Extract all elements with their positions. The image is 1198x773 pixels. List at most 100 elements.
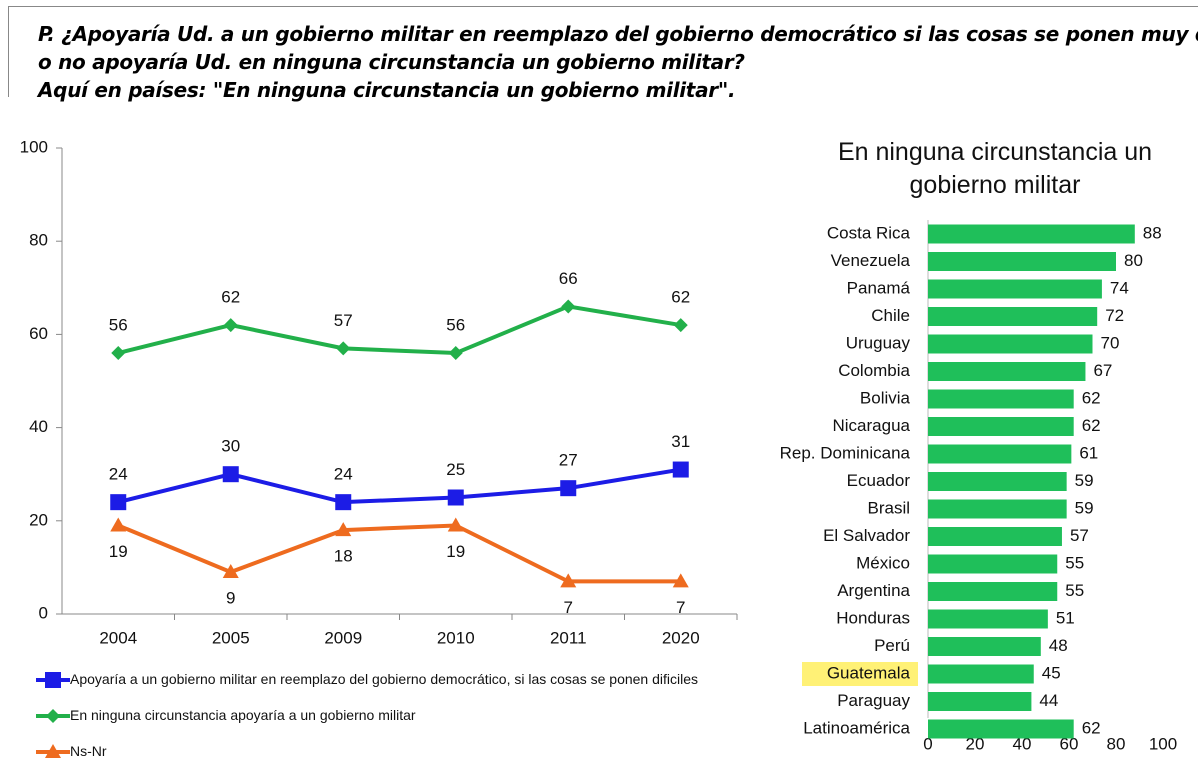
y-tick-label: 20 (29, 510, 48, 529)
category-label: Panamá (847, 278, 911, 297)
x-tick-label: 0 (923, 734, 932, 753)
data-label: 19 (446, 542, 465, 561)
bar (928, 582, 1058, 601)
data-label: 56 (446, 316, 465, 335)
x-tick-label: 2009 (324, 628, 362, 647)
marker (673, 318, 688, 333)
bar (928, 362, 1086, 381)
data-label: 59 (1075, 498, 1094, 517)
data-label: 48 (1049, 636, 1068, 655)
category-label: Rep. Dominicana (780, 443, 911, 462)
category-label: Perú (874, 636, 910, 655)
y-tick-label: 60 (29, 324, 48, 343)
bar-title: En ninguna circunstancia un gobierno mil… (837, 138, 1153, 199)
data-label: 62 (1082, 388, 1101, 407)
marker (447, 517, 464, 532)
data-label: 56 (109, 316, 128, 335)
bar (928, 527, 1062, 546)
x-tick-label: 60 (1060, 734, 1079, 753)
x-tick-label: 20 (966, 734, 985, 753)
data-label: 88 (1143, 223, 1162, 242)
data-label: 74 (1110, 278, 1129, 297)
category-label: Colombia (838, 361, 910, 380)
x-tick-label: 2011 (550, 628, 587, 647)
series-line (117, 467, 682, 505)
marker (672, 461, 689, 478)
category-label: Bolivia (860, 388, 911, 407)
data-label: 44 (1039, 691, 1058, 710)
marker (560, 480, 577, 497)
data-label: 62 (1082, 718, 1101, 737)
x-tick-label: 2010 (437, 628, 475, 647)
x-tick-label: 2020 (662, 628, 700, 647)
data-label: 24 (109, 465, 128, 484)
marker (111, 346, 126, 361)
category-label: Venezuela (831, 251, 911, 270)
category-label: Argentina (837, 581, 910, 600)
category-label: Honduras (836, 608, 910, 627)
data-label: 55 (1065, 581, 1084, 600)
x-tick-label: 2005 (212, 628, 250, 647)
marker (222, 466, 239, 483)
series-line (117, 304, 682, 356)
data-label: 51 (1056, 608, 1075, 627)
marker (223, 318, 238, 333)
marker (110, 494, 127, 511)
category-label: Uruguay (846, 333, 911, 352)
data-label: 19 (109, 542, 128, 561)
marker (561, 299, 576, 314)
bar (928, 417, 1074, 436)
x-tick-label: 80 (1107, 734, 1126, 753)
bar (928, 472, 1067, 491)
data-label: 59 (1075, 471, 1094, 490)
x-tick-label: 40 (1013, 734, 1032, 753)
marker (447, 489, 464, 506)
bar (928, 609, 1048, 629)
bar (928, 334, 1093, 354)
data-label: 7 (564, 598, 573, 617)
marker (336, 341, 351, 356)
header-line: Aquí en países: "En ninguna circunstanci… (38, 78, 736, 102)
data-label: 57 (334, 311, 353, 330)
y-tick-label: 100 (20, 137, 48, 156)
bar (928, 637, 1041, 656)
data-label: 55 (1065, 553, 1084, 572)
data-label: 62 (671, 288, 690, 307)
data-label: 24 (334, 465, 353, 484)
frame (8, 6, 1198, 97)
series-line (117, 523, 681, 584)
marker (45, 744, 61, 758)
marker (335, 522, 352, 537)
category-label: El Salvador (823, 526, 910, 545)
data-label: 57 (1070, 526, 1089, 545)
category-label: Nicaragua (833, 416, 911, 435)
bar (928, 444, 1072, 464)
bar (928, 499, 1067, 519)
data-label: 67 (1093, 361, 1112, 380)
marker (672, 573, 689, 588)
data-label: 66 (559, 269, 578, 288)
data-label: 9 (226, 589, 235, 608)
category-label: Chile (871, 306, 910, 325)
x-tick-label: 2004 (99, 628, 137, 647)
data-label: 18 (334, 547, 353, 566)
data-label: 62 (1082, 416, 1101, 435)
category-label: Ecuador (847, 471, 911, 490)
data-label: 27 (559, 451, 578, 470)
y-tick-label: 80 (29, 231, 48, 250)
y-tick-label: 40 (29, 417, 48, 436)
category-label: Costa Rica (827, 223, 911, 242)
bar (928, 252, 1116, 271)
category-label: Guatemala (827, 663, 911, 682)
bar (928, 719, 1074, 739)
marker (45, 672, 61, 688)
y-tick-label: 0 (39, 603, 48, 622)
x-tick-label: 100 (1149, 734, 1177, 753)
highlight (802, 662, 918, 686)
header-line: o no apoyaría Ud. en ninguna circunstanc… (38, 50, 745, 74)
data-label: 45 (1042, 663, 1061, 682)
data-label: 31 (671, 432, 690, 451)
header-line: P. ¿Apoyaría Ud. a un gobierno militar e… (38, 22, 1198, 46)
bar (928, 389, 1074, 409)
